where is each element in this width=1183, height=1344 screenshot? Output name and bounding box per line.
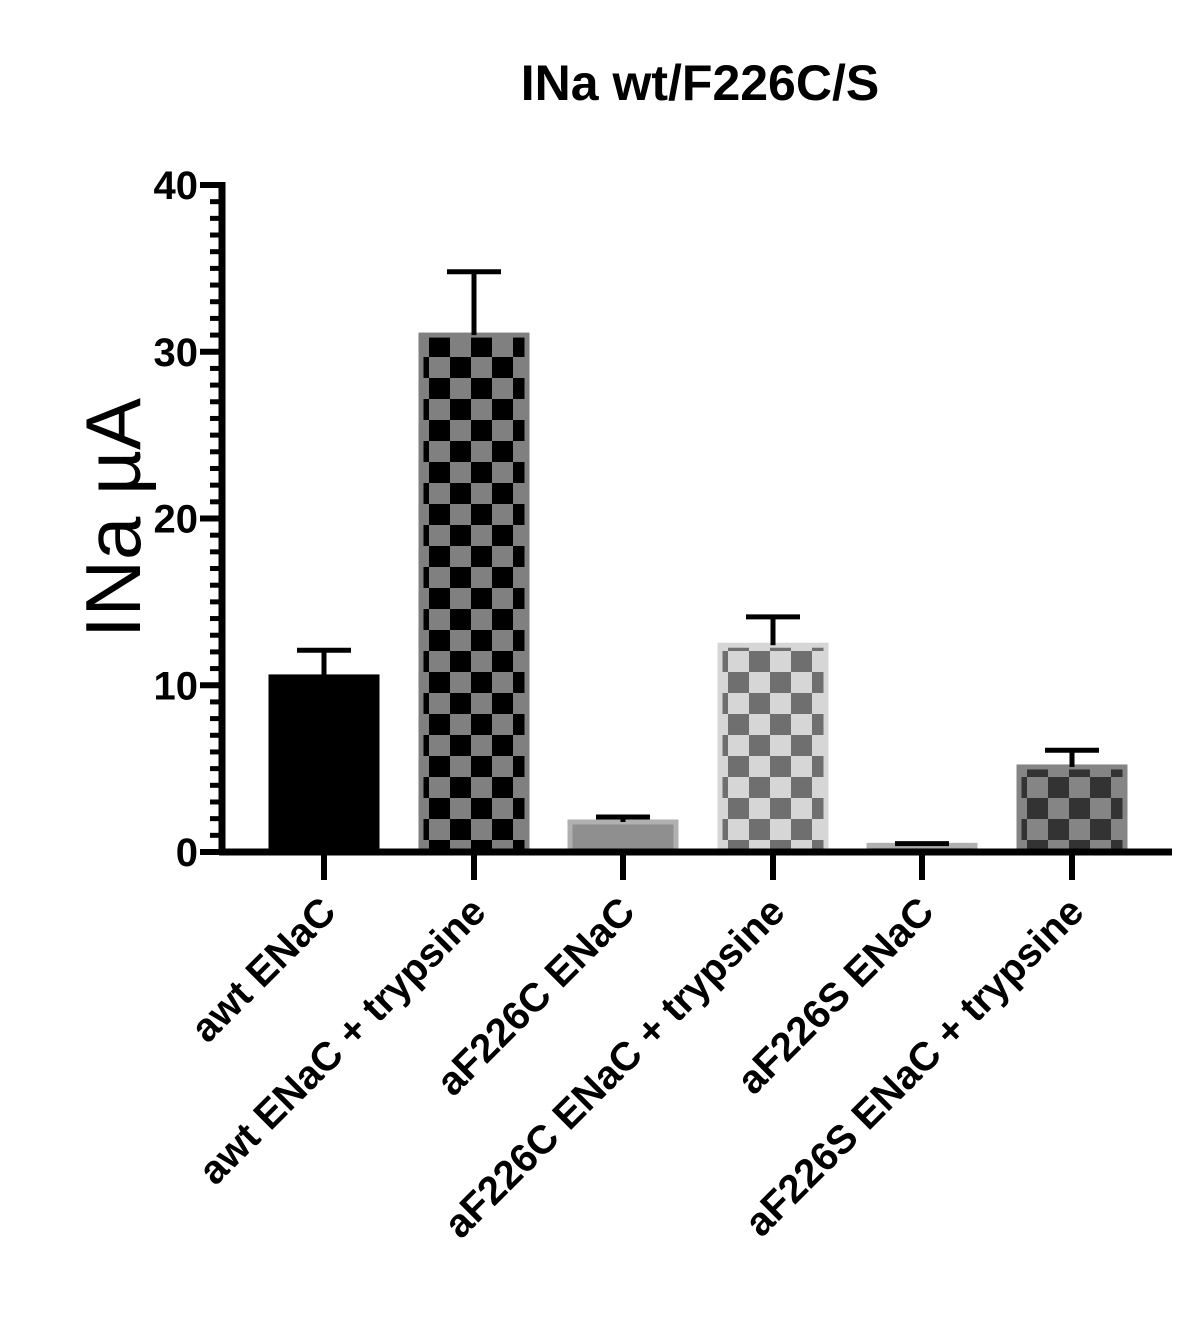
x-tick-label: awt ENaC + trypsine — [191, 889, 495, 1193]
y-tick-label: 10 — [154, 664, 199, 708]
x-tick-label: awt ENaC — [183, 889, 345, 1051]
bar-4 — [717, 642, 829, 855]
chart-title: INa wt/F226C/S — [521, 55, 879, 111]
error-bars-layer — [297, 269, 1099, 847]
y-tick-label: 40 — [154, 164, 199, 208]
bar-3 — [567, 819, 679, 855]
y-tick-label: 20 — [154, 498, 199, 542]
bar-2 — [418, 332, 530, 855]
axes-layer — [200, 182, 1172, 880]
bars-layer — [268, 332, 1128, 855]
bar-6 — [1016, 764, 1128, 855]
bar-1 — [268, 674, 380, 855]
y-tick-label: 30 — [154, 331, 199, 375]
y-tick-label: 0 — [176, 831, 198, 875]
y-axis-label: INa µA — [69, 398, 157, 638]
